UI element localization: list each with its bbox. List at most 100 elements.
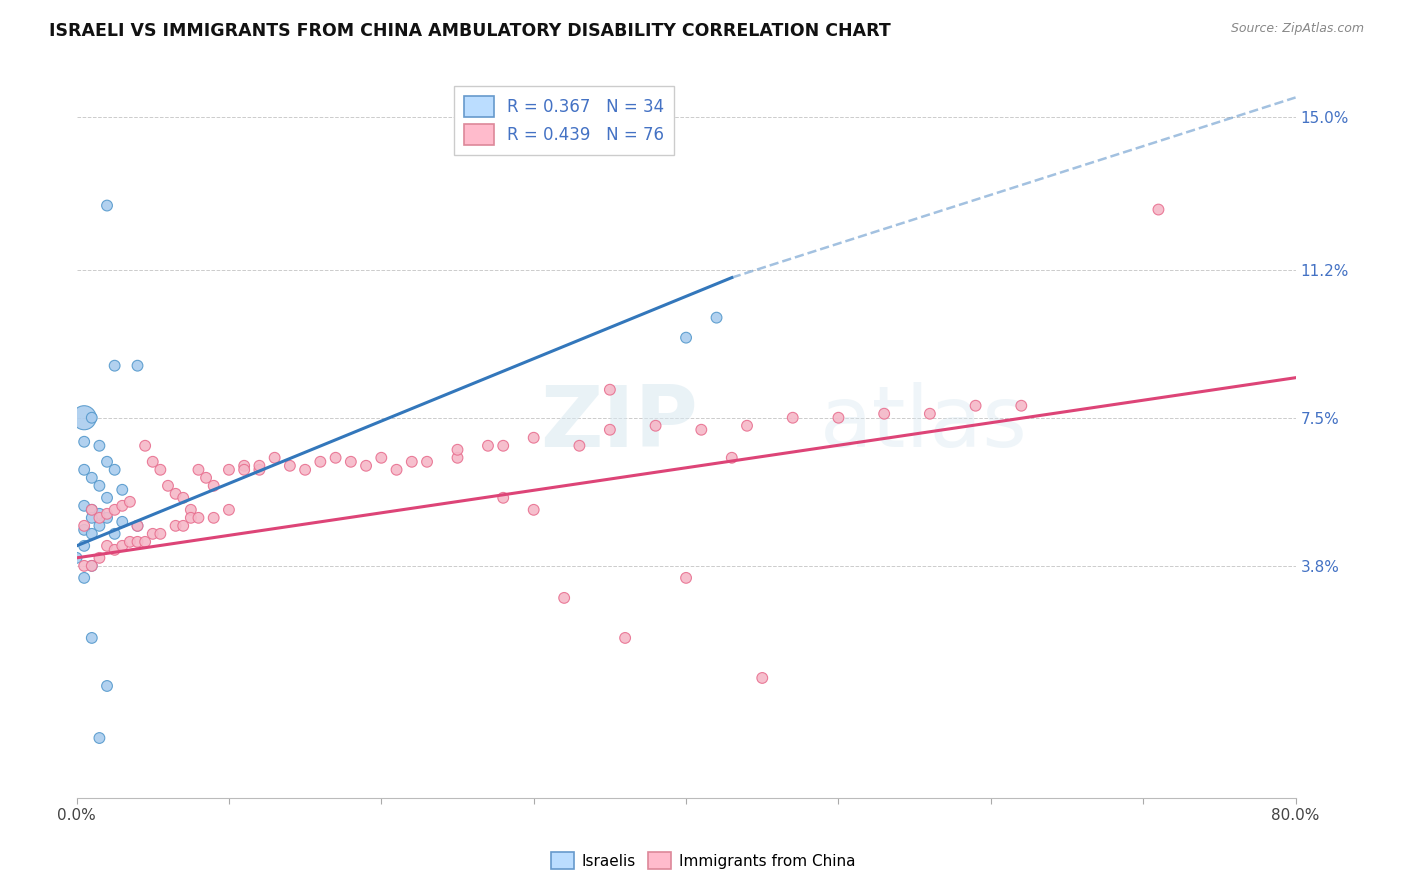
Point [294,463,316,477]
Point [278,458,301,473]
Point [73,558,96,573]
Point [599,383,621,397]
Point [73,518,96,533]
Point [233,463,256,477]
Point [385,463,408,477]
Point [127,534,149,549]
Point [218,503,240,517]
Point [180,503,202,517]
Point [149,463,172,477]
Point [73,523,96,537]
Point [89,511,111,525]
Point [80,503,103,517]
Point [80,526,103,541]
Point [73,434,96,449]
Point [1147,202,1170,217]
Text: Source: ZipAtlas.com: Source: ZipAtlas.com [1230,22,1364,36]
Point [89,550,111,565]
Point [263,450,285,465]
Point [720,450,742,465]
Point [96,198,118,212]
Point [492,439,515,453]
Point [80,558,103,573]
Point [172,491,194,505]
Point [134,439,156,453]
Legend: R = 0.367   N = 34, R = 0.439   N = 76: R = 0.367 N = 34, R = 0.439 N = 76 [454,86,675,155]
Point [172,518,194,533]
Point [195,471,218,485]
Point [96,507,118,521]
Point [96,491,118,505]
Point [1010,399,1032,413]
Point [233,458,256,473]
Point [104,542,127,557]
Point [690,423,713,437]
Point [249,458,271,473]
Point [309,455,332,469]
Point [104,526,127,541]
Point [111,483,134,497]
Point [553,591,575,605]
Point [89,731,111,745]
Text: atlas: atlas [820,382,1028,465]
Point [73,410,96,425]
Point [73,539,96,553]
Point [446,450,468,465]
Point [354,458,377,473]
Point [73,463,96,477]
Point [675,571,697,585]
Point [73,571,96,585]
Point [80,631,103,645]
Point [340,455,363,469]
Point [187,463,209,477]
Point [523,431,546,445]
Text: ISRAELI VS IMMIGRANTS FROM CHINA AMBULATORY DISABILITY CORRELATION CHART: ISRAELI VS IMMIGRANTS FROM CHINA AMBULAT… [49,22,891,40]
Point [96,539,118,553]
Point [187,511,209,525]
Point [127,359,149,373]
Point [142,526,165,541]
Point [599,423,621,437]
Point [149,526,172,541]
Point [180,511,202,525]
Point [202,479,225,493]
Point [111,539,134,553]
Point [568,439,591,453]
Point [156,479,179,493]
Point [325,450,347,465]
Point [96,455,118,469]
Point [89,479,111,493]
Point [873,407,896,421]
Point [80,471,103,485]
Point [416,455,439,469]
Point [65,550,87,565]
Point [477,439,499,453]
Point [127,518,149,533]
Point [104,463,127,477]
Point [73,499,96,513]
Point [614,631,637,645]
Point [80,511,103,525]
Point [218,463,240,477]
Point [751,671,773,685]
Point [644,418,666,433]
Point [965,399,987,413]
Point [827,410,849,425]
Point [80,503,103,517]
Point [918,407,941,421]
Point [96,679,118,693]
Point [118,495,141,509]
Point [89,518,111,533]
Point [96,511,118,525]
Point [165,518,187,533]
Point [111,499,134,513]
Point [249,463,271,477]
Point [142,455,165,469]
Point [104,359,127,373]
Point [202,511,225,525]
Point [118,534,141,549]
Point [89,439,111,453]
Point [89,507,111,521]
Point [675,331,697,345]
Point [492,491,515,505]
